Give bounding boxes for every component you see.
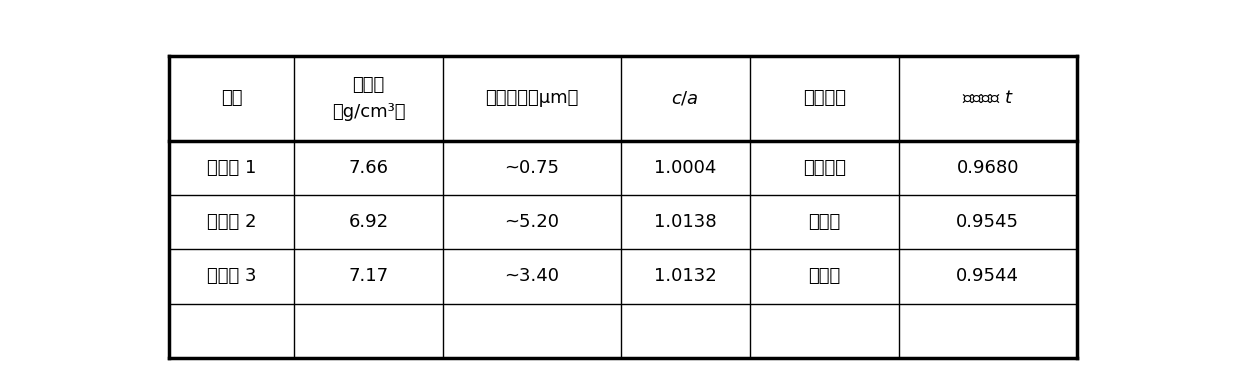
Text: 1.0138: 1.0138 [654, 213, 716, 231]
Text: 实施例 3: 实施例 3 [207, 267, 256, 285]
Text: 伪立方相: 伪立方相 [803, 159, 846, 177]
Text: 菱方相: 菱方相 [809, 213, 841, 231]
Text: 0.9545: 0.9545 [957, 213, 1020, 231]
Text: 6.92: 6.92 [348, 213, 389, 231]
Text: 7.17: 7.17 [348, 267, 389, 285]
Text: 7.66: 7.66 [348, 159, 389, 177]
Text: （g/cm³）: （g/cm³） [332, 103, 405, 121]
Text: 致密度: 致密度 [352, 76, 384, 94]
Text: ~0.75: ~0.75 [504, 159, 559, 177]
Text: ~3.40: ~3.40 [504, 267, 559, 285]
Text: $c/a$: $c/a$ [672, 89, 699, 107]
Text: 实施例 1: 实施例 1 [207, 159, 256, 177]
Text: 实施例 2: 实施例 2 [207, 213, 256, 231]
Text: 容忍因子 $t$: 容忍因子 $t$ [961, 89, 1014, 107]
Text: 0.9544: 0.9544 [957, 267, 1020, 285]
Text: 晶粒尺寸（μm）: 晶粒尺寸（μm） [486, 89, 579, 107]
Text: 1.0132: 1.0132 [654, 267, 717, 285]
Text: 分组: 分组 [221, 89, 243, 107]
Text: 1.0004: 1.0004 [654, 159, 716, 177]
Text: ~5.20: ~5.20 [504, 213, 559, 231]
Text: 晶体结构: 晶体结构 [803, 89, 846, 107]
Text: 菱方相: 菱方相 [809, 267, 841, 285]
Text: 0.9680: 0.9680 [957, 159, 1020, 177]
